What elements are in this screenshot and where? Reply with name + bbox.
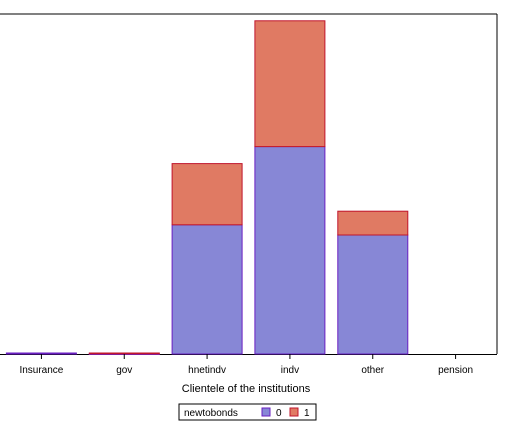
x-tick-label: pension <box>438 365 473 376</box>
legend-swatch-1 <box>289 407 299 417</box>
legend-label-0: 0 <box>276 408 282 419</box>
x-axis-ticks: Insurance gov hnetindv indv other pension <box>19 354 473 376</box>
bars-group <box>5 20 409 356</box>
bar-hnetindv-series-0 <box>171 224 243 355</box>
legend-box <box>178 403 317 421</box>
bar-gov-series-1 <box>88 352 160 355</box>
x-axis-title: Clientele of the institutions <box>182 383 311 395</box>
x-tick-label: hnetindv <box>188 365 226 376</box>
legend-title: newtobonds <box>184 408 238 419</box>
plot-area: Insurance gov hnetindv indv other pension <box>0 13 498 376</box>
bar-indv-series-0 <box>254 146 326 355</box>
legend-label-1: 1 <box>304 408 310 419</box>
bar-other-series-1 <box>337 210 409 236</box>
bar-indv-series-1 <box>254 20 326 148</box>
legend-swatch-0 <box>261 407 271 417</box>
x-tick-label: gov <box>116 365 132 376</box>
x-tick-label: Insurance <box>19 365 63 376</box>
x-tick-label: other <box>361 365 384 376</box>
bar-hnetindv-series-1 <box>171 163 243 226</box>
bar-Insurance-series-0 <box>5 352 77 355</box>
x-tick-label: indv <box>281 365 299 376</box>
bar-other-series-0 <box>337 234 409 355</box>
